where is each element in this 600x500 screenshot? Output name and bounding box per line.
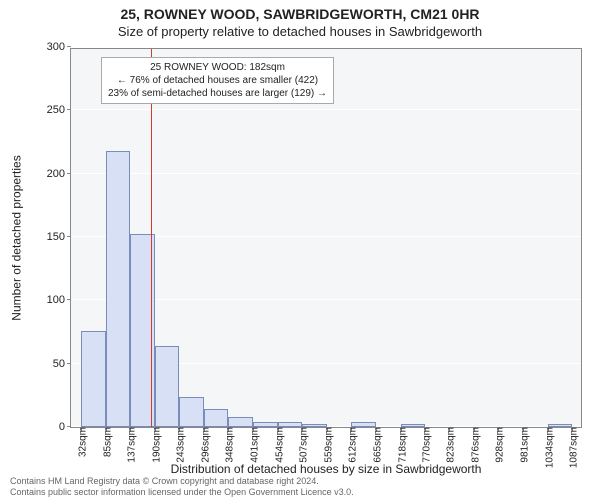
histogram-bar xyxy=(401,424,425,427)
y-tick-label: 150 xyxy=(47,231,71,243)
annotation-line-2: ← 76% of detached houses are smaller (42… xyxy=(108,74,327,87)
y-tick-label: 50 xyxy=(53,358,71,370)
y-tick-label: 0 xyxy=(59,421,71,433)
y-tick-label: 300 xyxy=(47,41,71,53)
reference-line xyxy=(151,49,152,427)
histogram-bar xyxy=(253,422,278,427)
chart-footer: Contains HM Land Registry data © Crown c… xyxy=(10,476,354,498)
chart-title-sub: Size of property relative to detached ho… xyxy=(0,22,600,39)
x-tick-label: 296sqm xyxy=(197,427,212,463)
annotation-line-1: 25 ROWNEY WOOD: 182sqm xyxy=(108,61,327,74)
x-tick-label: 823sqm xyxy=(442,427,457,463)
y-tick-label: 100 xyxy=(47,294,71,306)
histogram-bar xyxy=(81,331,106,427)
histogram-bar xyxy=(179,397,204,427)
x-tick-label: 612sqm xyxy=(344,427,359,463)
plot-area: 05010015020025030032sqm85sqm137sqm190sqm… xyxy=(70,48,582,428)
histogram-bar xyxy=(204,409,228,427)
annotation-box: 25 ROWNEY WOOD: 182sqm ← 76% of detached… xyxy=(101,57,334,104)
x-tick-label: 718sqm xyxy=(393,427,408,463)
x-axis-label: Distribution of detached houses by size … xyxy=(70,462,582,476)
y-tick-label: 200 xyxy=(47,168,71,180)
histogram-bar xyxy=(351,422,376,427)
x-tick-label: 32sqm xyxy=(74,427,89,457)
x-tick-label: 137sqm xyxy=(123,427,138,463)
x-tick-label: 928sqm xyxy=(491,427,506,463)
x-tick-label: 559sqm xyxy=(319,427,334,463)
gridline xyxy=(71,173,581,174)
x-tick-label: 770sqm xyxy=(417,427,432,463)
x-tick-label: 190sqm xyxy=(147,427,162,463)
histogram-bar xyxy=(548,424,573,427)
gridline xyxy=(71,46,581,47)
histogram-bar xyxy=(106,151,130,427)
annotation-line-3: 23% of semi-detached houses are larger (… xyxy=(108,87,327,100)
histogram-bar xyxy=(155,346,180,427)
histogram-bar xyxy=(228,417,253,427)
x-tick-label: 85sqm xyxy=(98,427,113,457)
histogram-bar xyxy=(302,424,326,427)
x-tick-label: 348sqm xyxy=(221,427,236,463)
y-axis-label: Number of detached properties xyxy=(8,48,26,428)
footer-line-2: Contains public sector information licen… xyxy=(10,487,354,498)
x-tick-label: 454sqm xyxy=(270,427,285,463)
y-tick-label: 250 xyxy=(47,104,71,116)
chart-title-main: 25, ROWNEY WOOD, SAWBRIDGEWORTH, CM21 0H… xyxy=(0,0,600,22)
x-tick-label: 981sqm xyxy=(515,427,530,463)
x-tick-label: 665sqm xyxy=(368,427,383,463)
footer-line-1: Contains HM Land Registry data © Crown c… xyxy=(10,476,354,487)
x-tick-label: 876sqm xyxy=(467,427,482,463)
gridline xyxy=(71,109,581,110)
x-tick-label: 243sqm xyxy=(172,427,187,463)
x-tick-label: 507sqm xyxy=(295,427,310,463)
x-tick-label: 401sqm xyxy=(245,427,260,463)
histogram-bar xyxy=(278,422,303,427)
property-size-chart: 25, ROWNEY WOOD, SAWBRIDGEWORTH, CM21 0H… xyxy=(0,0,600,500)
